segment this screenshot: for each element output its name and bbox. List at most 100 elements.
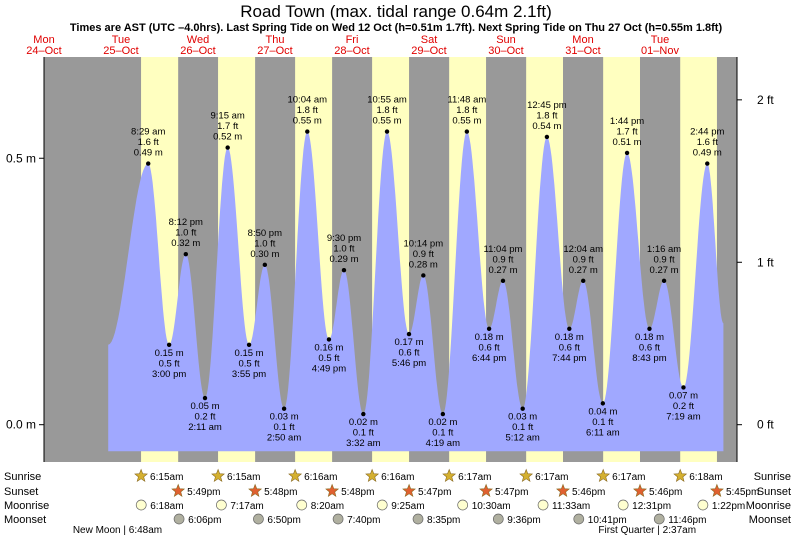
day-date-label: 31–Oct bbox=[565, 45, 600, 57]
tide-point bbox=[647, 326, 652, 331]
tide-point bbox=[384, 129, 390, 134]
tide-point bbox=[486, 326, 492, 331]
moonrise-moon-icon bbox=[697, 499, 709, 511]
tide-point bbox=[305, 129, 310, 134]
tide-point-label: 0.02 m bbox=[428, 417, 457, 428]
day-date-label: 24–Oct bbox=[26, 45, 61, 57]
tide-point-label: 1.7 ft bbox=[616, 126, 637, 137]
tide-point-label: 0.52 m bbox=[213, 132, 242, 143]
tide-point bbox=[146, 161, 151, 166]
tide-point-label: 0.2 ft bbox=[194, 412, 215, 423]
sunrise-star-icon bbox=[365, 468, 380, 482]
tide-area bbox=[108, 131, 724, 452]
tide-point-label: 8:29 am bbox=[131, 127, 165, 138]
tide-point-label: 12:45 pm bbox=[527, 100, 567, 111]
sunset-star-icon bbox=[248, 483, 263, 497]
sunset-star-icon bbox=[633, 483, 647, 497]
tide-point-label: 0.51 m bbox=[613, 137, 642, 148]
tide-point bbox=[544, 134, 550, 140]
tide-point-label: 0.55 m bbox=[293, 116, 322, 127]
tide-point-label: 0.04 m bbox=[588, 406, 617, 417]
moonrise-time-label: 11:33am bbox=[552, 501, 590, 512]
sunrise-time-label: 6:17am bbox=[535, 472, 568, 483]
sunset-time-label: 5:47pm bbox=[418, 487, 451, 498]
tide-point-label: 6:11 am bbox=[586, 427, 620, 438]
sunrise-time-label: 6:15am bbox=[227, 472, 260, 483]
sunset-row-label-right: Sunset bbox=[757, 486, 791, 498]
moonset-moon-icon bbox=[492, 513, 504, 525]
sunset-time-label: 5:45pm bbox=[726, 487, 759, 498]
tide-point-label: 0.02 m bbox=[349, 417, 378, 428]
sunrise-time-label: 6:15am bbox=[150, 472, 183, 483]
moonrise-row-label-left: Moonrise bbox=[4, 500, 49, 512]
day-name-label: Thu bbox=[266, 34, 285, 46]
sunrise-star-icon bbox=[211, 468, 225, 482]
tide-point-label: 10:14 pm bbox=[404, 238, 444, 249]
tide-point-label: 0.27 m bbox=[569, 265, 598, 276]
day-date-label: 01–Nov bbox=[641, 45, 679, 57]
tide-point-label: 11:04 pm bbox=[484, 244, 523, 255]
tide-point bbox=[166, 342, 172, 347]
moon-phase-label: First Quarter | 2:37am bbox=[598, 525, 696, 536]
tide-point-label: 0.18 m bbox=[555, 332, 584, 343]
moonset-row-label-right: Moonset bbox=[749, 514, 791, 526]
tide-point bbox=[624, 150, 630, 156]
tide-point-label: 1.0 ft bbox=[254, 238, 275, 249]
sunrise-time-label: 6:17am bbox=[612, 472, 645, 483]
tide-point-label: 9:15 am bbox=[211, 111, 245, 122]
sunset-time-label: 5:48pm bbox=[264, 487, 297, 498]
tide-point-label: 10:04 am bbox=[287, 95, 327, 106]
tide-point-label: 0.9 ft bbox=[413, 249, 434, 260]
tide-point-label: 0.27 m bbox=[488, 265, 517, 276]
tide-point-label: 0.1 ft bbox=[512, 422, 533, 433]
tide-point-label: 5:46 pm bbox=[392, 358, 426, 369]
moonset-time-label: 9:36pm bbox=[507, 515, 540, 526]
tide-point bbox=[262, 262, 268, 268]
tide-point bbox=[440, 411, 446, 417]
tide-extremes: 8:29 am1.6 ft0.49 m0.15 m0.5 ft3:00 pm8:… bbox=[131, 95, 724, 449]
day-name-label: Wed bbox=[187, 34, 209, 46]
moonrise-time-label: 1:22pm bbox=[712, 501, 745, 512]
sunrise-star-icon bbox=[134, 468, 148, 482]
tide-point-label: 0.30 m bbox=[250, 249, 279, 260]
tide-point bbox=[661, 278, 667, 284]
chart-subtitle: Times are AST (UTC –4.0hrs). Last Spring… bbox=[70, 22, 723, 34]
tide-point bbox=[183, 251, 189, 257]
sunset-time-label: 5:49pm bbox=[187, 487, 220, 498]
moonrise-moon-icon bbox=[216, 499, 227, 511]
moonrise-moon-icon bbox=[617, 499, 629, 511]
day-name-label: Tue bbox=[112, 34, 131, 46]
tide-point-label: 3:32 am bbox=[346, 438, 380, 449]
moonrise-moon-icon bbox=[457, 499, 469, 511]
tide-point bbox=[202, 395, 208, 401]
moonset-time-label: 7:40pm bbox=[347, 515, 380, 526]
tide-point-label: 0.6 ft bbox=[398, 348, 419, 359]
day-date-label: 26–Oct bbox=[180, 45, 215, 57]
tide-point-label: 0.16 m bbox=[314, 342, 343, 353]
moonset-time-label: 11:46pm bbox=[668, 515, 706, 526]
sunset-star-icon bbox=[171, 483, 186, 497]
tide-point-label: 1:44 pm bbox=[610, 116, 644, 127]
tide-point-label: 1.6 ft bbox=[697, 137, 718, 148]
day-date-label: 30–Oct bbox=[488, 45, 523, 57]
moonset-moon-icon bbox=[173, 513, 185, 525]
tide-point-label: 0.29 m bbox=[329, 254, 358, 265]
moonrise-moon-icon bbox=[376, 499, 388, 511]
moonrise-row-label-right: Moonrise bbox=[746, 500, 791, 512]
sunset-star-icon bbox=[479, 483, 493, 497]
sunrise-time-label: 6:17am bbox=[458, 472, 491, 483]
tide-point-label: 0.49 m bbox=[134, 148, 163, 159]
tide-point-label: 3:55 pm bbox=[232, 369, 266, 380]
moonrise-moon-icon bbox=[135, 499, 147, 511]
tide-curve bbox=[108, 131, 724, 452]
moonrise-time-label: 12:31pm bbox=[632, 501, 671, 512]
sunset-time-label: 5:46pm bbox=[649, 487, 682, 498]
tide-point bbox=[246, 342, 252, 347]
tide-point-label: 0.03 m bbox=[508, 412, 537, 423]
tide-point-label: 12:04 am bbox=[563, 244, 603, 255]
tide-point-label: 0.18 m bbox=[475, 332, 504, 343]
sunrise-time-label: 6:16am bbox=[381, 472, 414, 483]
tide-point bbox=[681, 385, 686, 390]
moon-phase-label: New Moon | 6:48am bbox=[73, 525, 162, 536]
